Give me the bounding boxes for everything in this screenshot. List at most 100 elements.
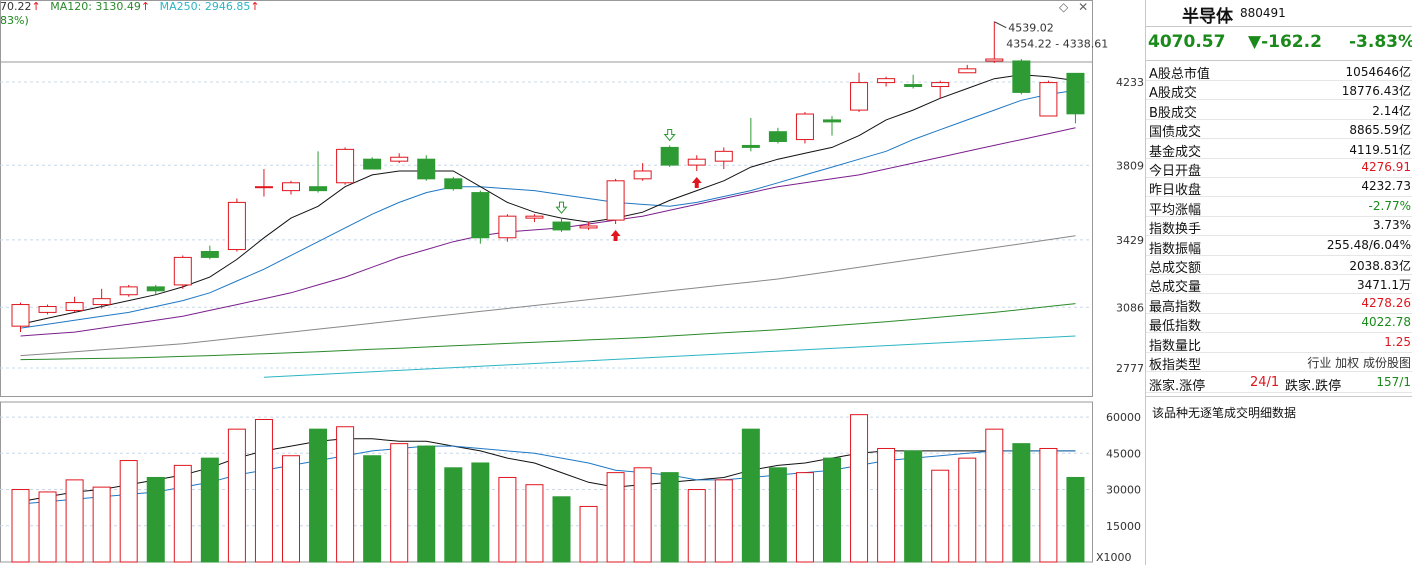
- candle-body: [363, 158, 382, 170]
- volume-bar: [660, 472, 679, 563]
- candle-body: [227, 201, 246, 251]
- volume-bar: [1066, 476, 1085, 563]
- candle-body: [173, 256, 192, 286]
- volume-bar: [823, 457, 841, 563]
- candle-body: [850, 82, 869, 111]
- volume-bar: [282, 455, 300, 563]
- price-change-pct: -3.83%: [1349, 32, 1412, 52]
- volume-bar: [92, 486, 111, 563]
- candle-body: [579, 225, 598, 229]
- volume-bar: [146, 476, 165, 563]
- candle-body: [552, 221, 571, 231]
- advancers-value: 24/1: [1250, 375, 1280, 390]
- volume-bar: [65, 479, 84, 563]
- volume-bar: [363, 455, 382, 563]
- volume-frame: [0, 401, 1093, 563]
- ma120-arrow: ↑: [140, 0, 151, 13]
- index-code: 880491: [1240, 6, 1286, 20]
- volume-bar: [173, 464, 192, 563]
- ma250-value: MA250: 2946.85↑: [160, 0, 260, 13]
- price-change: ▼-162.2: [1248, 32, 1322, 52]
- candle-body: [741, 144, 760, 148]
- candle-body: [660, 146, 679, 166]
- volume-tick-label: 30000: [1106, 484, 1141, 497]
- quote-panel: 半导体 880491 4070.57 ▼-162.2 -3.83% A股总市值 1…: [1145, 0, 1412, 565]
- price-tick-label: 3429: [1116, 234, 1144, 247]
- candle-body: [11, 304, 30, 327]
- sell-signal-arrow: [555, 201, 568, 214]
- quote-row-label: A股成交: [1149, 86, 1197, 102]
- quote-row: 最低指数 4022.78: [1146, 314, 1412, 334]
- volume-bar: [768, 467, 787, 563]
- divider: [1146, 26, 1412, 27]
- quote-row-value: 4022.78: [1361, 315, 1411, 330]
- volume-bar: [904, 450, 923, 563]
- volume-bar: [38, 491, 57, 563]
- quote-row: B股成交 2.14亿: [1146, 101, 1412, 121]
- quote-row-value: 2038.83亿: [1349, 259, 1411, 273]
- breadth-row: 涨家.涨停 24/1 跌家.跌停 157/1: [1146, 374, 1412, 394]
- buy-signal-arrow: [610, 230, 621, 242]
- volume-bar: [309, 428, 328, 563]
- ma20-line: [20, 127, 1076, 337]
- divider: [1146, 396, 1412, 397]
- quote-row: 指数量比 1.25: [1146, 334, 1412, 354]
- volume-ma5-line: [20, 438, 1076, 503]
- volume-bar: [958, 457, 977, 563]
- volume-bar: [633, 467, 652, 563]
- candlestick-chart[interactable]: 4233 3809 3429 3086 2777 60000 45000 30000 15000…: [0, 0, 1145, 565]
- diamond-icon[interactable]: ◇: [1059, 0, 1069, 14]
- quote-row: 最高指数 4278.26: [1146, 295, 1412, 315]
- candle-body: [525, 215, 544, 219]
- range-annotation: 4354.22 - 4338.61: [1006, 38, 1108, 51]
- volume-bar: [877, 447, 896, 563]
- candle-body: [417, 158, 436, 180]
- quote-row-value: 255.48/6.04%: [1326, 237, 1411, 252]
- close-icon[interactable]: ✕: [1078, 0, 1089, 14]
- index-name: 半导体: [1182, 7, 1233, 27]
- quote-row-value: 18776.43亿: [1341, 84, 1411, 99]
- volume-bar: [1039, 447, 1058, 563]
- ma5-line: [20, 74, 1076, 325]
- quote-row-label: 国债成交: [1149, 125, 1202, 141]
- quote-row-value: 4232.73: [1361, 179, 1411, 194]
- quote-row-label: 指数振幅: [1149, 241, 1202, 257]
- volume-bar: [119, 460, 138, 563]
- volume-bar: [850, 414, 869, 563]
- ma-first-value: 70.22↑: [0, 0, 41, 13]
- volume-bar: [525, 484, 544, 563]
- price-tick-label: 4233: [1116, 76, 1144, 89]
- advancers-label: 涨家.涨停: [1149, 379, 1206, 394]
- quote-row: 指数换手 3.73%: [1146, 217, 1412, 237]
- volume-bar: [498, 476, 517, 563]
- quote-row-value: 4278.26: [1361, 295, 1411, 310]
- volume-bar: [579, 505, 598, 563]
- volume-bar: [985, 428, 1004, 563]
- quote-row: 今日开盘 4276.91: [1146, 159, 1412, 179]
- volume-bar: [254, 418, 273, 563]
- quote-row-label: A股总市值: [1149, 67, 1210, 82]
- ma120-value: MA120: 3130.49↑: [50, 0, 150, 13]
- corner-icons: ◇ ✕: [1059, 0, 1094, 14]
- quote-row: 基金成交 4119.51亿: [1146, 140, 1412, 160]
- volume-bar: [795, 472, 814, 563]
- quote-row-value: 1054646亿: [1345, 65, 1411, 79]
- chart-area[interactable]: 70.22↑ MA120: 3130.49↑ MA250: 2946.85↑ 8…: [0, 0, 1145, 565]
- volume-bar: [606, 472, 625, 563]
- quote-row-value: 8865.59亿: [1349, 123, 1411, 138]
- volume-bar: [741, 428, 760, 563]
- volume-ma10-line: [20, 445, 1076, 505]
- quote-row-label: 总成交量: [1149, 280, 1202, 296]
- candle-body: [65, 302, 84, 311]
- quote-row-value: 4276.91: [1361, 160, 1411, 174]
- buy-signal-arrow: [691, 176, 702, 188]
- quote-row-value: 3.73%: [1372, 218, 1411, 233]
- index-type-value[interactable]: 行业 加权 成份股图: [1307, 356, 1411, 370]
- volume-bar: [227, 428, 246, 563]
- quote-row-label: 昨日收盘: [1149, 183, 1202, 199]
- volume-bar: [552, 496, 571, 563]
- sell-signal-arrow: [663, 128, 676, 142]
- ma60-line: [20, 235, 1076, 357]
- volume-bar: [687, 489, 706, 563]
- quote-row-label: 指数量比: [1149, 338, 1202, 354]
